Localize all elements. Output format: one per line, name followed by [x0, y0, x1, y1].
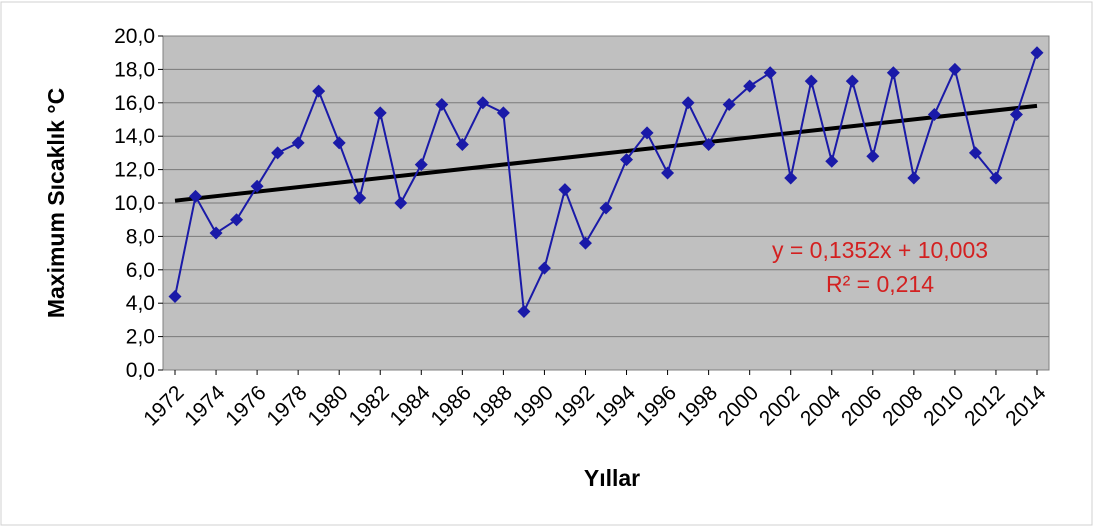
data-point-marker: [620, 153, 634, 167]
data-point-marker: [455, 138, 469, 152]
gridlines: [163, 68, 1049, 338]
data-point-marker: [496, 106, 510, 120]
data-point-marker: [168, 290, 182, 304]
data-point-marker: [1009, 107, 1023, 121]
data-point-marker: [640, 126, 654, 140]
y-tick-label: 12,0: [114, 159, 155, 182]
data-point-marker: [476, 96, 490, 110]
data-point-marker: [886, 66, 900, 80]
data-point-marker: [414, 158, 428, 172]
data-point-marker: [702, 138, 716, 152]
data-point-marker: [373, 106, 387, 120]
data-point-marker: [722, 97, 736, 111]
data-point-marker: [866, 149, 880, 163]
data-point-marker: [661, 166, 675, 180]
data-point-marker: [271, 146, 285, 160]
data-point-marker: [353, 191, 367, 205]
data-point-marker: [784, 171, 798, 185]
data-point-marker: [948, 62, 962, 76]
data-point-marker: [517, 305, 531, 319]
data-point-marker: [907, 171, 921, 185]
trendline: [174, 103, 1038, 203]
y-tick-label: 20,0: [114, 25, 155, 48]
data-point-marker: [558, 183, 572, 197]
data-point-marker: [578, 236, 592, 250]
y-tick-label: 16,0: [114, 92, 155, 115]
y-tick-label: 2,0: [126, 326, 155, 349]
y-tick-label: 8,0: [126, 225, 155, 248]
data-point-marker: [804, 74, 818, 88]
data-point-marker: [332, 136, 346, 150]
y-tick-label: 0,0: [126, 359, 155, 382]
data-point-marker: [825, 154, 839, 168]
data-point-marker: [763, 66, 777, 80]
data-point-marker: [968, 146, 982, 160]
data-point-marker: [394, 196, 408, 210]
y-tick-label: 4,0: [126, 292, 155, 315]
trendline-equation: y = 0,1352x + 10,003: [772, 237, 988, 263]
y-axis-title: Maximum Sıcaklık °C: [43, 88, 69, 318]
y-tick-label: 10,0: [114, 192, 155, 215]
trendline-r-squared: R² = 0,214: [826, 271, 934, 297]
data-point-marker: [845, 74, 859, 88]
data-point-marker: [743, 79, 757, 93]
data-point-marker: [435, 97, 449, 111]
data-point-marker: [681, 96, 695, 110]
y-tick-label: 14,0: [114, 125, 155, 148]
y-tick-label: 6,0: [126, 259, 155, 282]
data-point-marker: [312, 84, 326, 98]
data-point-marker: [209, 226, 223, 240]
data-point-marker: [250, 179, 264, 193]
y-axis-ticks: 0,0 2,0 4,0 6,0 8,0 10,0 12,0 14,0 16,0 18,0 20,0: [114, 25, 163, 382]
data-point-marker: [599, 201, 613, 215]
data-point-marker: [927, 107, 941, 121]
data-point-marker: [537, 261, 551, 275]
data-point-marker: [989, 171, 1003, 185]
data-point-marker: [1030, 46, 1044, 60]
data-point-marker: [189, 189, 203, 203]
x-axis-title: Yıllar: [584, 465, 640, 491]
data-point-marker: [291, 136, 305, 150]
y-tick-label: 18,0: [114, 58, 155, 81]
data-point-marker: [230, 213, 244, 227]
series-markers: [168, 46, 1044, 319]
